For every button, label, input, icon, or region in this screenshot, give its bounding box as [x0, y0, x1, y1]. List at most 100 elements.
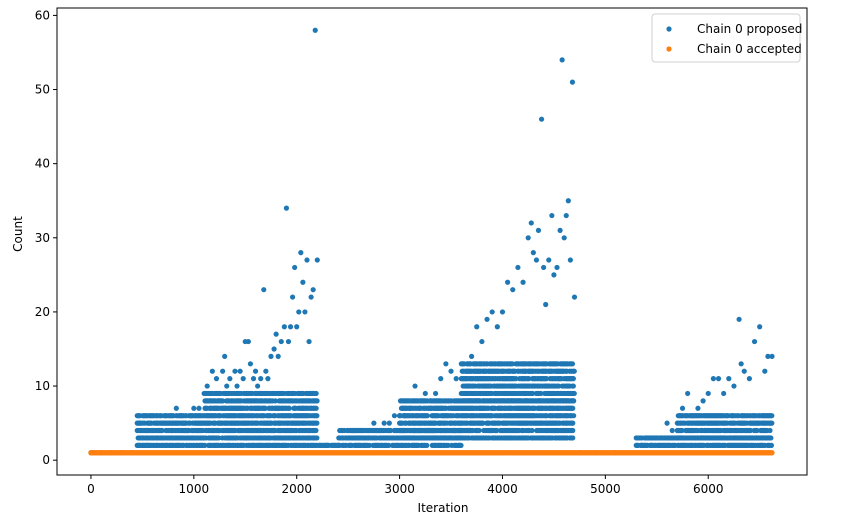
data-point — [510, 287, 516, 293]
data-point — [371, 420, 377, 426]
data-point — [571, 294, 578, 300]
data-point — [273, 331, 279, 337]
data-point — [412, 383, 418, 389]
data-point — [479, 338, 485, 345]
data-point — [391, 413, 398, 419]
data-point — [747, 427, 754, 434]
data-point — [489, 309, 495, 315]
x-tick-label: 0 — [87, 482, 95, 496]
data-point — [538, 390, 544, 397]
data-point — [376, 427, 382, 434]
data-point — [654, 435, 660, 441]
data-point — [402, 413, 408, 419]
data-point — [272, 398, 279, 404]
data-point — [252, 368, 259, 374]
data-point — [312, 27, 318, 33]
data-point — [469, 353, 475, 359]
data-point — [649, 442, 655, 448]
data-point — [520, 279, 526, 285]
data-point — [509, 361, 515, 367]
data-point — [206, 398, 212, 404]
data-point — [173, 405, 179, 411]
data-point — [292, 264, 298, 271]
x-axis: 0 1000 2000 3000 4000 5000 6000 — [87, 475, 724, 496]
data-point — [196, 405, 202, 411]
data-point — [458, 442, 464, 448]
data-point — [287, 324, 294, 330]
data-point — [569, 79, 576, 85]
data-point — [271, 346, 277, 352]
data-point — [314, 257, 320, 263]
data-point — [767, 427, 773, 434]
data-point — [314, 420, 320, 426]
data-point — [314, 413, 320, 419]
data-point — [340, 435, 346, 441]
data-point — [769, 420, 775, 426]
data-point — [563, 212, 569, 219]
data-point — [263, 368, 269, 374]
data-point — [554, 264, 560, 271]
data-point — [275, 353, 281, 359]
data-point — [381, 420, 387, 426]
data-point — [726, 376, 732, 382]
data-point — [528, 220, 534, 226]
data-point — [515, 264, 521, 271]
data-point — [567, 257, 573, 263]
data-point — [150, 435, 156, 441]
legend-entry: Chain 0 accepted — [697, 42, 802, 56]
data-point — [679, 427, 685, 434]
y-tick-label: 10 — [35, 379, 50, 393]
legend-marker — [666, 26, 672, 32]
data-point — [700, 398, 706, 404]
data-point — [499, 309, 506, 315]
data-point — [754, 427, 760, 434]
data-point — [659, 435, 665, 441]
data-point — [571, 413, 577, 419]
data-point — [569, 361, 576, 367]
data-point — [386, 420, 392, 426]
data-point — [513, 376, 519, 382]
data-point — [366, 435, 372, 441]
data-point — [417, 398, 423, 404]
data-point — [529, 427, 535, 434]
data-point — [535, 227, 542, 233]
data-point — [710, 376, 716, 382]
data-point — [335, 442, 341, 448]
data-point — [571, 368, 577, 374]
data-point — [165, 435, 171, 441]
data-point — [407, 398, 413, 404]
data-point — [538, 116, 545, 122]
data-point — [262, 405, 268, 411]
data-point — [422, 390, 428, 397]
data-point — [768, 435, 774, 441]
data-point — [476, 427, 482, 434]
data-point — [296, 309, 302, 315]
data-point — [453, 376, 459, 382]
data-point — [255, 383, 261, 389]
data-point — [183, 427, 189, 434]
data-point — [433, 390, 439, 397]
data-point — [302, 309, 308, 315]
data-point — [213, 376, 220, 382]
data-point — [324, 442, 331, 448]
y-axis-label: Count — [11, 216, 25, 252]
data-point — [738, 361, 744, 367]
y-tick-label: 0 — [42, 453, 50, 467]
data-point — [237, 368, 243, 374]
data-point — [189, 413, 195, 419]
data-point — [546, 257, 552, 263]
data-point — [314, 435, 320, 441]
data-point — [757, 324, 763, 330]
data-point — [313, 427, 319, 434]
data-point — [570, 405, 576, 411]
data-point — [180, 420, 187, 426]
data-point — [388, 427, 394, 434]
data-point — [638, 442, 644, 448]
data-point — [424, 413, 430, 419]
data-point — [741, 368, 747, 374]
data-point — [768, 442, 775, 448]
data-point — [216, 435, 222, 441]
data-point — [289, 294, 296, 300]
legend: Chain 0 proposed Chain 0 accepted — [651, 13, 802, 63]
data-point — [494, 324, 500, 330]
